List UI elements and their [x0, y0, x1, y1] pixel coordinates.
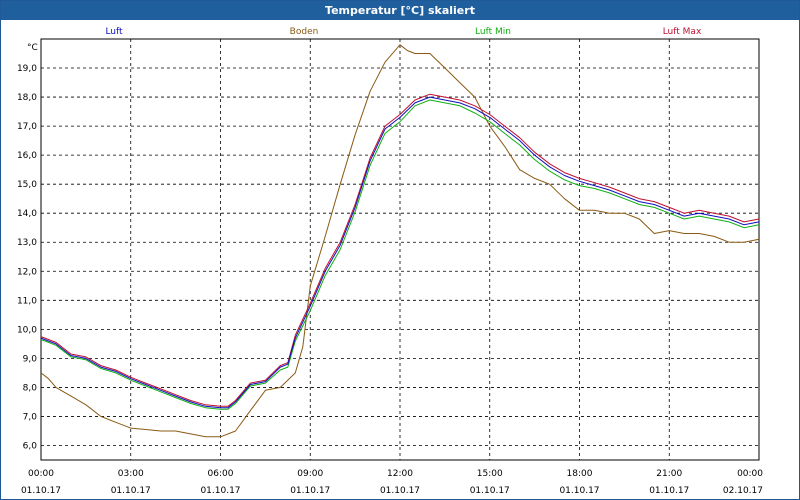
series-line-luft-max	[40, 93, 760, 407]
x-tick-time: 09:00	[297, 469, 323, 479]
y-tick-label: 14,0	[17, 209, 37, 219]
temperature-chart: 6,0 7,0 8,0 9,0 10,0 11,0 12,0 13,0 14,0 15,0 16,0…	[17, 27, 763, 496]
x-tick-date: 01.10.17	[649, 486, 689, 496]
y-tick-label: 11,0	[17, 296, 37, 306]
x-tick-time: 00:00	[28, 469, 54, 479]
y-tick-label: 15,0	[17, 180, 37, 190]
legend-entry: Luft Min	[475, 27, 511, 37]
series-line-boden	[40, 44, 760, 438]
window-title: Temperatur [°C] skaliert	[325, 4, 475, 17]
legend-entry: Luft Max	[663, 27, 702, 37]
title-bar: Temperatur [°C] skaliert	[1, 1, 799, 20]
y-tick-label: 10,0	[17, 325, 37, 335]
y-tick-label: 6,0	[23, 441, 38, 451]
y-tick-label: 8,0	[23, 383, 38, 393]
x-tick-time: 06:00	[208, 469, 234, 479]
x-tick-date: 01.10.17	[200, 486, 240, 496]
y-tick-label: 18,0	[17, 93, 37, 103]
x-tick-date: 02.10.17	[723, 486, 763, 496]
y-tick-label: 9,0	[23, 354, 38, 364]
y-axis-label: °C	[27, 43, 38, 53]
x-tick-time: 12:00	[387, 469, 413, 479]
x-tick-time: 03:00	[118, 469, 144, 479]
x-tick-date: 01.10.17	[21, 486, 61, 496]
y-tick-label: 19,0	[17, 64, 37, 74]
series-line-luft-min	[40, 99, 760, 410]
x-tick-time: 18:00	[567, 469, 593, 479]
y-tick-label: 16,0	[17, 151, 37, 161]
y-tick-label: 7,0	[23, 412, 38, 422]
y-tick-label: 12,0	[17, 267, 37, 277]
x-tick-time: 00:00	[737, 469, 763, 479]
y-tick-label: 17,0	[17, 122, 37, 132]
x-tick-date: 01.10.17	[559, 486, 599, 496]
legend-entry: Boden	[290, 27, 319, 37]
y-tick-label: 13,0	[17, 238, 37, 248]
x-tick-time: 21:00	[656, 469, 682, 479]
series-line-luft	[40, 96, 760, 409]
x-tick-date: 01.10.17	[290, 486, 330, 496]
x-tick-date: 01.10.17	[380, 486, 420, 496]
x-tick-date: 01.10.17	[470, 486, 510, 496]
legend-entry: Luft	[105, 27, 123, 37]
x-tick-time: 15:00	[477, 469, 503, 479]
x-tick-date: 01.10.17	[111, 486, 151, 496]
